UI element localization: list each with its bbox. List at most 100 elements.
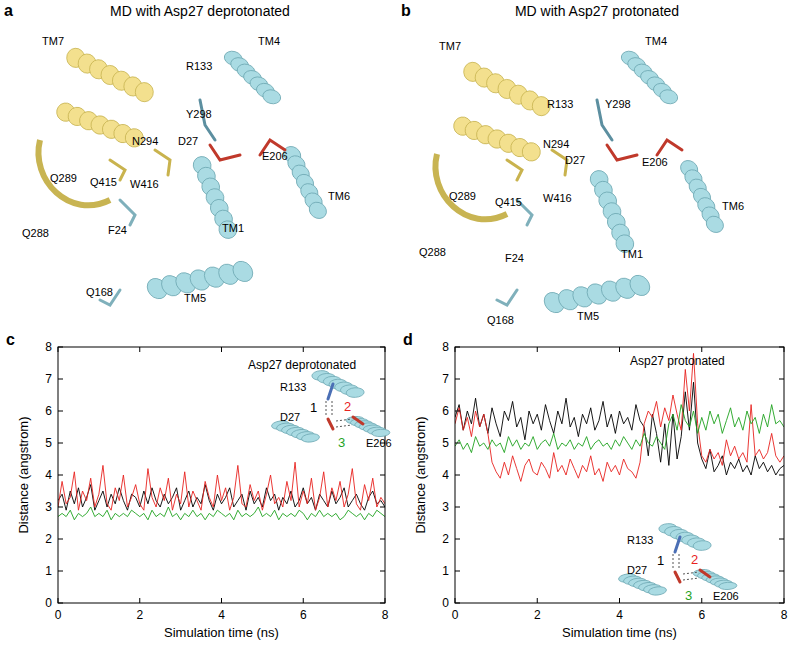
y-tick-label: 4 <box>45 468 52 482</box>
plot-area <box>58 462 385 520</box>
distance-line <box>336 419 352 421</box>
residue-label: TM7 <box>42 35 64 47</box>
y-tick-label: 5 <box>45 436 52 450</box>
y-tick <box>779 475 784 476</box>
y-tick <box>455 507 460 508</box>
y-tick-label: 0 <box>45 596 52 610</box>
residue-label: Q415 <box>90 176 117 188</box>
y-tick-label: 1 <box>442 564 449 578</box>
y-tick <box>380 571 385 572</box>
side-chain <box>657 140 682 155</box>
legend-entry: 3 <box>685 588 692 603</box>
residue-label: E206 <box>262 150 288 162</box>
y-tick-label: 5 <box>442 436 449 450</box>
side-chain <box>675 572 680 582</box>
residue-label: TM6 <box>328 190 350 202</box>
side-chain <box>200 100 215 140</box>
x-tick <box>58 598 59 603</box>
side-chain <box>328 384 333 399</box>
x-tick <box>139 347 140 352</box>
residue-label: R133 <box>547 98 573 110</box>
plot-area <box>455 353 784 481</box>
y-tick <box>58 411 63 412</box>
x-tick <box>385 347 386 352</box>
x-tick <box>221 598 222 603</box>
residue-label: Q415 <box>495 196 522 208</box>
residue-label: D27 <box>565 154 585 166</box>
x-axis-label: Simulation time (ns) <box>562 625 677 640</box>
x-tick-label: 6 <box>300 608 307 622</box>
panel-letter: d <box>403 331 413 348</box>
residue-label: TM1 <box>222 222 244 234</box>
y-tick <box>455 603 460 604</box>
y-tick <box>779 347 784 348</box>
residue-label: TM5 <box>577 310 599 322</box>
x-tick-label: 4 <box>218 608 225 622</box>
y-tick <box>455 571 460 572</box>
residue-label: TM7 <box>439 40 461 52</box>
residue-label: Q168 <box>487 314 514 326</box>
distance-line <box>332 401 333 417</box>
y-tick <box>58 475 63 476</box>
y-tick-label: 2 <box>442 532 449 546</box>
x-tick <box>455 347 456 352</box>
side-chain <box>210 145 240 160</box>
residue-label: Y298 <box>605 98 631 110</box>
x-tick-label: 4 <box>616 608 623 622</box>
x-tick <box>701 347 702 352</box>
y-tick <box>455 475 460 476</box>
y-tick-label: 1 <box>45 564 52 578</box>
residue-label: W416 <box>543 192 572 204</box>
helix-turn <box>306 199 330 222</box>
side-chain <box>675 537 680 552</box>
y-tick <box>455 443 460 444</box>
y-tick <box>779 539 784 540</box>
side-chain <box>507 160 522 180</box>
y-tick-label: 3 <box>45 500 52 514</box>
helix-turn <box>372 429 390 437</box>
residue-label: N294 <box>132 135 158 147</box>
legend-entry: 3 <box>338 435 345 450</box>
loop <box>435 154 507 219</box>
y-tick <box>455 379 460 380</box>
y-axis-label: Distance (angstrom) <box>16 416 31 533</box>
legend-entry: 2 <box>691 552 698 567</box>
y-tick <box>455 347 460 348</box>
residue-label: Q288 <box>419 246 446 258</box>
y-tick-label: 3 <box>442 500 449 514</box>
y-tick <box>779 411 784 412</box>
x-tick <box>58 347 59 352</box>
y-tick-label: 8 <box>442 340 449 354</box>
frame <box>455 347 784 603</box>
panel-title: MD with Asp27 protonated <box>515 3 679 19</box>
x-tick <box>139 598 140 603</box>
y-tick-label: 8 <box>45 340 52 354</box>
distance-line <box>683 578 699 580</box>
series-line <box>455 382 784 475</box>
legend-entry: 1 <box>657 553 664 568</box>
residue-label: TM4 <box>258 35 280 47</box>
x-tick <box>303 598 304 603</box>
x-tick <box>701 598 702 603</box>
y-tick <box>380 603 385 604</box>
residue-label: R133 <box>627 534 653 546</box>
distance-line <box>683 572 699 574</box>
y-tick <box>58 347 63 348</box>
residue-label: R133 <box>186 60 212 72</box>
legend-entry: 1 <box>310 400 317 415</box>
residue-label: Q289 <box>50 172 77 184</box>
y-tick <box>58 379 63 380</box>
figure: aMD with Asp27 deprotonatedTM7Y298R133TM… <box>0 0 788 645</box>
residue-label: Q168 <box>86 286 113 298</box>
y-tick-label: 4 <box>442 468 449 482</box>
chart-title: Asp27 protonated <box>630 354 725 368</box>
distance-line <box>679 554 680 570</box>
x-tick <box>221 347 222 352</box>
residue-label: N294 <box>543 138 569 150</box>
series-line <box>58 462 385 510</box>
distance-line <box>326 401 327 417</box>
side-chain <box>155 150 170 175</box>
loop <box>38 140 110 205</box>
side-chain <box>120 200 135 225</box>
y-tick <box>779 379 784 380</box>
